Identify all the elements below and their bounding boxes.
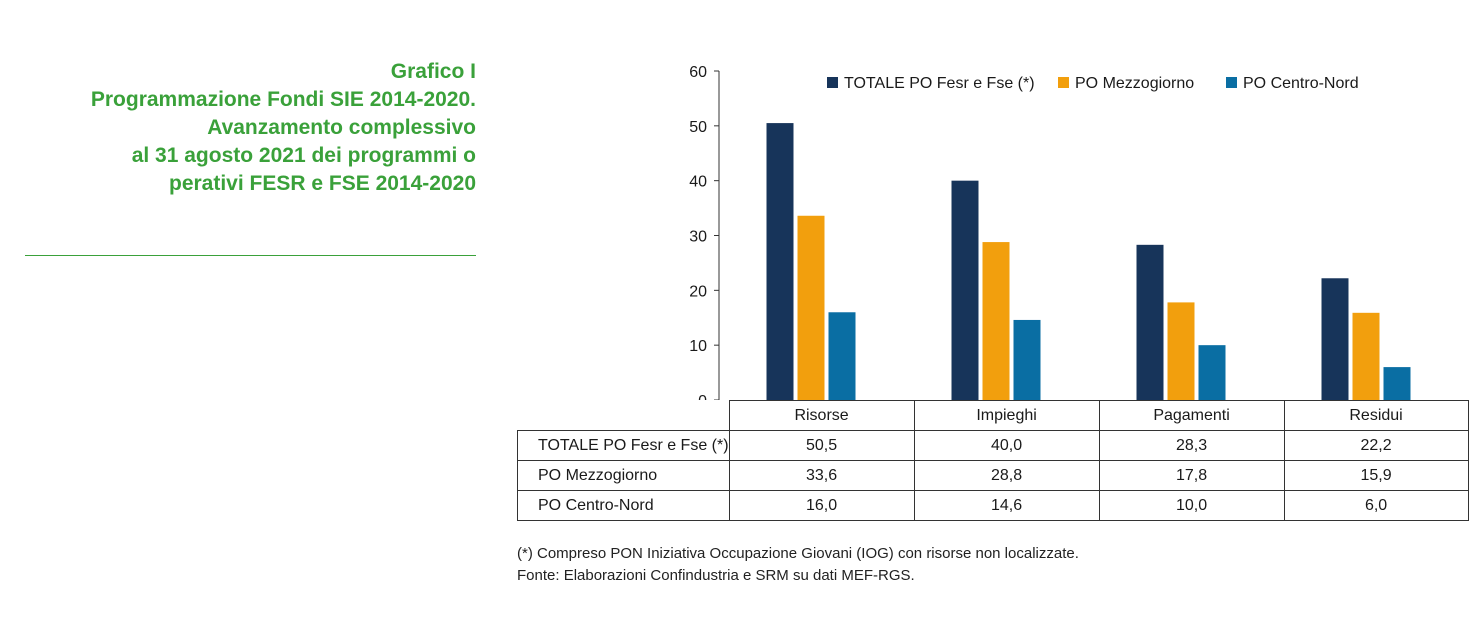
bar: [951, 180, 979, 400]
table-row: PO Mezzogiorno 33,6 28,8 17,8 15,9: [517, 460, 1469, 491]
bar: [766, 123, 794, 400]
data-table: Risorse Impieghi Pagamenti Residui TOTAL…: [517, 400, 1469, 521]
title-line: Programmazione Fondi SIE 2014-2020.: [90, 88, 476, 111]
chart-title: Grafico I Programmazione Fondi SIE 2014-…: [20, 58, 476, 198]
legend-swatch: [1058, 77, 1069, 88]
legend-label: PO Centro-Nord: [1243, 75, 1359, 92]
bar: [1013, 319, 1041, 400]
bar: [1321, 278, 1349, 400]
table-cell: 22,2: [1283, 430, 1469, 461]
legend-swatch: [827, 77, 838, 88]
chart-notes: (*) Compreso PON Iniziativa Occupazione …: [517, 543, 1079, 587]
legend-swatch: [1226, 77, 1237, 88]
table-cell: 6,0: [1283, 490, 1469, 521]
table-cell: 15,9: [1283, 460, 1469, 491]
table-cell: 16,0: [728, 490, 915, 521]
title-line: Avanzamento complessivo: [207, 116, 476, 139]
bar: [1198, 345, 1226, 400]
bar: [1167, 302, 1195, 400]
bar: [828, 312, 856, 400]
row-label: PO Mezzogiorno: [517, 460, 730, 491]
y-tick-label: 30: [689, 229, 707, 246]
table-cell: 10,0: [1098, 490, 1285, 521]
row-label: PO Centro-Nord: [517, 490, 730, 521]
legend-label: PO Mezzogiorno: [1075, 75, 1194, 92]
column-header: Pagamenti: [1098, 400, 1285, 431]
table-cell: 17,8: [1098, 460, 1285, 491]
table-header-row: Risorse Impieghi Pagamenti Residui: [517, 400, 1469, 431]
source-note: Fonte: Elaborazioni Confindustria e SRM …: [517, 567, 915, 584]
y-tick-label: 60: [689, 64, 707, 81]
title-divider: [25, 255, 476, 256]
y-tick-label: 50: [689, 119, 707, 136]
y-tick-label: 0: [698, 393, 707, 400]
table-cell: 50,5: [728, 430, 915, 461]
legend-label: TOTALE PO Fesr e Fse (*): [844, 75, 1035, 92]
bar-chart: 0 10 20 30 40 50 60 TOTALE PO Fesr e Fse (*) PO …: [689, 64, 1411, 400]
title-line: Grafico I: [390, 60, 476, 83]
y-tick-label: 40: [689, 174, 707, 191]
table-cell: 28,8: [913, 460, 1100, 491]
table-cell: 28,3: [1098, 430, 1285, 461]
footnote: (*) Compreso PON Iniziativa Occupazione …: [517, 545, 1079, 562]
table-row: TOTALE PO Fesr e Fse (*) 50,5 40,0 28,3 …: [517, 430, 1469, 461]
table-cell: 33,6: [728, 460, 915, 491]
column-header: Risorse: [728, 400, 915, 431]
bar: [1136, 244, 1164, 400]
bar: [982, 242, 1010, 400]
title-line: perativi FESR e FSE 2014-2020: [169, 172, 476, 195]
y-tick-label: 10: [689, 338, 707, 355]
table-cell: 14,6: [913, 490, 1100, 521]
y-tick-label: 20: [689, 283, 707, 300]
table-corner: [517, 400, 730, 431]
table-cell: 40,0: [913, 430, 1100, 461]
bar: [1352, 312, 1380, 400]
column-header: Residui: [1283, 400, 1469, 431]
bar: [797, 215, 825, 400]
table-row: PO Centro-Nord 16,0 14,6 10,0 6,0: [517, 490, 1469, 521]
title-line: al 31 agosto 2021 dei programmi o: [131, 144, 476, 167]
column-header: Impieghi: [913, 400, 1100, 431]
bar: [1383, 367, 1411, 400]
row-label: TOTALE PO Fesr e Fse (*): [517, 430, 730, 461]
